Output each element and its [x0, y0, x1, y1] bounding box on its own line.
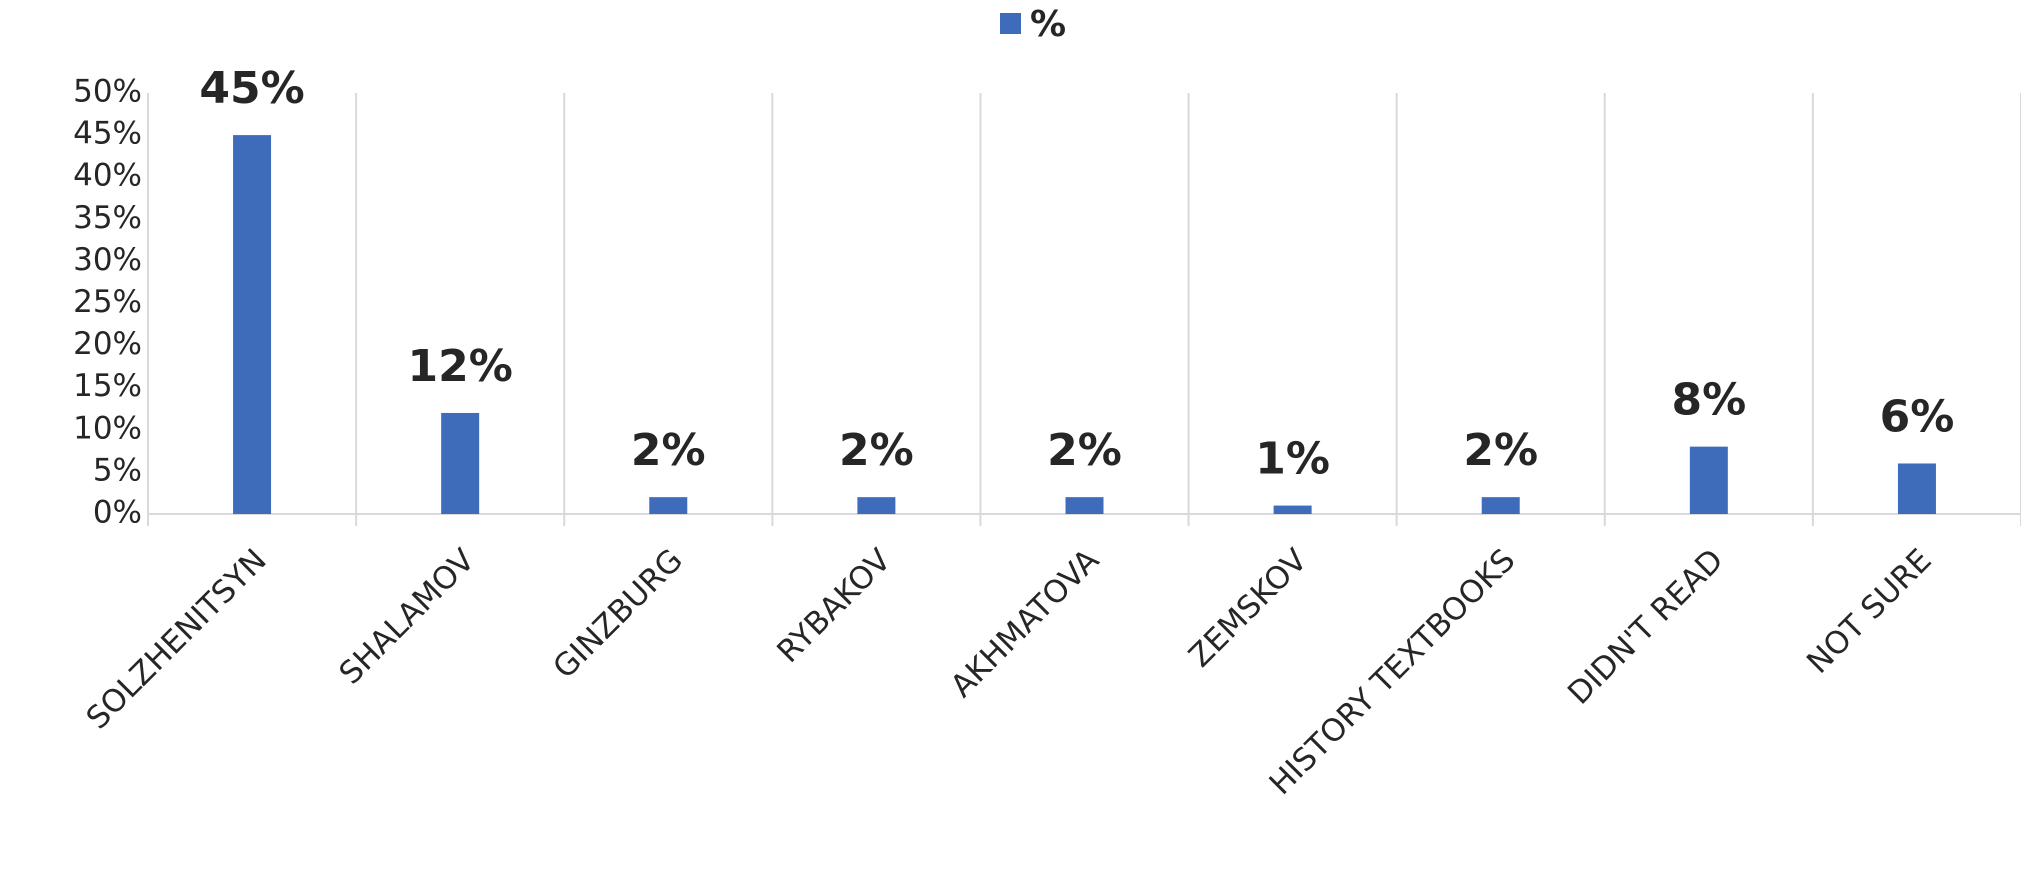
bar [1065, 497, 1104, 514]
x-tick-label: SHALAMOV [332, 542, 481, 691]
x-tick-label: AKHMATOVA [944, 542, 1106, 704]
x-tick-label: NOT SURE [1800, 542, 1939, 681]
value-label: 2% [1463, 425, 1538, 476]
value-label: 12% [408, 341, 513, 392]
x-tick-label: SOLZHENITSYN [80, 542, 274, 736]
value-label: 6% [1880, 391, 1955, 442]
bar [649, 497, 688, 514]
value-label: 8% [1671, 375, 1746, 426]
x-tick-label: GINZBURG [546, 542, 690, 686]
y-tick-label: 30% [73, 242, 142, 278]
legend-label: % [1030, 4, 1066, 45]
bar [233, 135, 272, 514]
bar [1689, 446, 1728, 514]
y-tick-label: 40% [73, 158, 142, 194]
value-label: 2% [631, 425, 706, 476]
bar [1481, 497, 1520, 514]
y-tick-label: 50% [73, 74, 142, 110]
x-tick-label: RYBAKOV [770, 542, 898, 670]
legend-swatch [1000, 13, 1021, 34]
y-tick-label: 10% [73, 410, 142, 446]
x-tick-label: HISTORY TEXTBOOKS [1263, 542, 1523, 802]
x-tick-label: ZEMSKOV [1182, 542, 1314, 674]
value-label: 1% [1255, 434, 1330, 485]
value-label: 2% [1047, 425, 1122, 476]
y-tick-label: 45% [73, 116, 142, 152]
value-label: 2% [839, 425, 914, 476]
y-tick-label: 15% [73, 368, 142, 404]
bar [1897, 463, 1936, 514]
value-label: 45% [199, 63, 304, 114]
y-tick-label: 35% [73, 200, 142, 236]
bar [857, 497, 896, 514]
y-tick-label: 25% [73, 284, 142, 320]
x-tick-label: DIDN'T READ [1561, 542, 1730, 711]
y-tick-label: 0% [93, 495, 142, 531]
bar [1273, 505, 1312, 514]
bar [441, 412, 480, 514]
y-tick-label: 20% [73, 326, 142, 362]
y-tick-label: 5% [93, 452, 142, 488]
